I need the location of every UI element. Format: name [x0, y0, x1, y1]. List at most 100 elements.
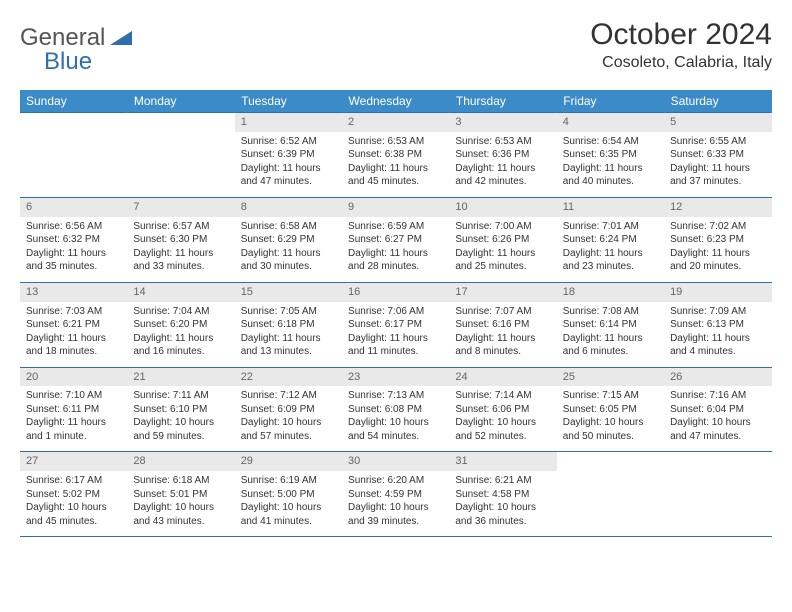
day-body: Sunrise: 6:18 AMSunset: 5:01 PMDaylight:… [127, 471, 234, 536]
day-number: 25 [557, 368, 664, 387]
day-body: Sunrise: 7:13 AMSunset: 6:08 PMDaylight:… [342, 386, 449, 451]
day-number: 26 [664, 368, 771, 387]
sunset-text: Sunset: 5:00 PM [241, 488, 336, 502]
sunrise-text: Sunrise: 7:14 AM [455, 389, 550, 403]
sunrise-text: Sunrise: 6:20 AM [348, 474, 443, 488]
sunset-text: Sunset: 6:33 PM [670, 148, 765, 162]
calendar-week-row: 6Sunrise: 6:56 AMSunset: 6:32 PMDaylight… [20, 197, 772, 282]
sunset-text: Sunset: 6:18 PM [241, 318, 336, 332]
day-body [664, 471, 771, 533]
calendar-day-cell: 31Sunrise: 6:21 AMSunset: 4:58 PMDayligh… [449, 452, 556, 537]
weekday-header: Tuesday [235, 90, 342, 113]
sunset-text: Sunset: 6:04 PM [670, 403, 765, 417]
day-number: 31 [449, 452, 556, 471]
sunrise-text: Sunrise: 7:00 AM [455, 220, 550, 234]
daylight-text: Daylight: 11 hours and 1 minute. [26, 416, 121, 443]
day-body: Sunrise: 6:19 AMSunset: 5:00 PMDaylight:… [235, 471, 342, 536]
sunrise-text: Sunrise: 7:10 AM [26, 389, 121, 403]
daylight-text: Daylight: 11 hours and 13 minutes. [241, 332, 336, 359]
sunrise-text: Sunrise: 6:59 AM [348, 220, 443, 234]
calendar-day-cell [557, 452, 664, 537]
calendar-day-cell: 22Sunrise: 7:12 AMSunset: 6:09 PMDayligh… [235, 367, 342, 452]
calendar-day-cell: 14Sunrise: 7:04 AMSunset: 6:20 PMDayligh… [127, 282, 234, 367]
daylight-text: Daylight: 11 hours and 47 minutes. [241, 162, 336, 189]
daylight-text: Daylight: 11 hours and 30 minutes. [241, 247, 336, 274]
calendar-day-cell: 17Sunrise: 7:07 AMSunset: 6:16 PMDayligh… [449, 282, 556, 367]
day-body [557, 471, 664, 533]
day-body: Sunrise: 6:53 AMSunset: 6:38 PMDaylight:… [342, 132, 449, 197]
sunrise-text: Sunrise: 6:55 AM [670, 135, 765, 149]
calendar-week-row: 20Sunrise: 7:10 AMSunset: 6:11 PMDayligh… [20, 367, 772, 452]
calendar-day-cell [127, 113, 234, 198]
day-body: Sunrise: 6:57 AMSunset: 6:30 PMDaylight:… [127, 217, 234, 282]
day-body: Sunrise: 7:14 AMSunset: 6:06 PMDaylight:… [449, 386, 556, 451]
daylight-text: Daylight: 11 hours and 8 minutes. [455, 332, 550, 359]
day-number [127, 113, 234, 132]
sunset-text: Sunset: 6:36 PM [455, 148, 550, 162]
sunset-text: Sunset: 6:16 PM [455, 318, 550, 332]
sunrise-text: Sunrise: 6:53 AM [455, 135, 550, 149]
calendar-day-cell: 12Sunrise: 7:02 AMSunset: 6:23 PMDayligh… [664, 197, 771, 282]
day-number: 20 [20, 368, 127, 387]
day-body: Sunrise: 6:52 AMSunset: 6:39 PMDaylight:… [235, 132, 342, 197]
day-number: 21 [127, 368, 234, 387]
sunrise-text: Sunrise: 7:13 AM [348, 389, 443, 403]
daylight-text: Daylight: 10 hours and 52 minutes. [455, 416, 550, 443]
day-number: 5 [664, 113, 771, 132]
calendar-day-cell: 13Sunrise: 7:03 AMSunset: 6:21 PMDayligh… [20, 282, 127, 367]
day-number: 9 [342, 198, 449, 217]
sunrise-text: Sunrise: 7:16 AM [670, 389, 765, 403]
sunset-text: Sunset: 6:17 PM [348, 318, 443, 332]
brand-text-2: Blue [20, 48, 92, 75]
day-number: 18 [557, 283, 664, 302]
day-body: Sunrise: 7:02 AMSunset: 6:23 PMDaylight:… [664, 217, 771, 282]
sunset-text: Sunset: 5:01 PM [133, 488, 228, 502]
calendar-day-cell: 2Sunrise: 6:53 AMSunset: 6:38 PMDaylight… [342, 113, 449, 198]
brand-triangle-icon [110, 27, 132, 50]
day-body: Sunrise: 7:01 AMSunset: 6:24 PMDaylight:… [557, 217, 664, 282]
day-body: Sunrise: 7:06 AMSunset: 6:17 PMDaylight:… [342, 302, 449, 367]
day-number: 7 [127, 198, 234, 217]
day-number [557, 452, 664, 471]
daylight-text: Daylight: 10 hours and 47 minutes. [670, 416, 765, 443]
weekday-header: Wednesday [342, 90, 449, 113]
daylight-text: Daylight: 11 hours and 28 minutes. [348, 247, 443, 274]
day-body: Sunrise: 6:56 AMSunset: 6:32 PMDaylight:… [20, 217, 127, 282]
sunset-text: Sunset: 6:21 PM [26, 318, 121, 332]
calendar-day-cell: 4Sunrise: 6:54 AMSunset: 6:35 PMDaylight… [557, 113, 664, 198]
weekday-header: Saturday [664, 90, 771, 113]
calendar-table: Sunday Monday Tuesday Wednesday Thursday… [20, 90, 772, 537]
sunset-text: Sunset: 6:09 PM [241, 403, 336, 417]
daylight-text: Daylight: 11 hours and 40 minutes. [563, 162, 658, 189]
sunrise-text: Sunrise: 6:53 AM [348, 135, 443, 149]
sunset-text: Sunset: 6:24 PM [563, 233, 658, 247]
day-body: Sunrise: 7:16 AMSunset: 6:04 PMDaylight:… [664, 386, 771, 451]
calendar-day-cell: 18Sunrise: 7:08 AMSunset: 6:14 PMDayligh… [557, 282, 664, 367]
calendar-day-cell: 6Sunrise: 6:56 AMSunset: 6:32 PMDaylight… [20, 197, 127, 282]
calendar-day-cell: 25Sunrise: 7:15 AMSunset: 6:05 PMDayligh… [557, 367, 664, 452]
sunset-text: Sunset: 6:39 PM [241, 148, 336, 162]
month-title: October 2024 [590, 18, 772, 52]
daylight-text: Daylight: 10 hours and 54 minutes. [348, 416, 443, 443]
calendar-day-cell: 26Sunrise: 7:16 AMSunset: 6:04 PMDayligh… [664, 367, 771, 452]
brand-logo: General [20, 18, 134, 52]
sunset-text: Sunset: 6:35 PM [563, 148, 658, 162]
day-number: 28 [127, 452, 234, 471]
sunrise-text: Sunrise: 7:01 AM [563, 220, 658, 234]
sunset-text: Sunset: 4:59 PM [348, 488, 443, 502]
calendar-week-row: 27Sunrise: 6:17 AMSunset: 5:02 PMDayligh… [20, 452, 772, 537]
sunrise-text: Sunrise: 7:12 AM [241, 389, 336, 403]
daylight-text: Daylight: 11 hours and 20 minutes. [670, 247, 765, 274]
day-body: Sunrise: 7:04 AMSunset: 6:20 PMDaylight:… [127, 302, 234, 367]
day-body: Sunrise: 7:03 AMSunset: 6:21 PMDaylight:… [20, 302, 127, 367]
sunset-text: Sunset: 6:06 PM [455, 403, 550, 417]
day-number: 3 [449, 113, 556, 132]
day-body: Sunrise: 6:20 AMSunset: 4:59 PMDaylight:… [342, 471, 449, 536]
daylight-text: Daylight: 11 hours and 42 minutes. [455, 162, 550, 189]
weekday-header: Sunday [20, 90, 127, 113]
sunrise-text: Sunrise: 7:08 AM [563, 305, 658, 319]
day-number: 8 [235, 198, 342, 217]
day-number: 14 [127, 283, 234, 302]
day-number: 17 [449, 283, 556, 302]
weekday-header: Thursday [449, 90, 556, 113]
